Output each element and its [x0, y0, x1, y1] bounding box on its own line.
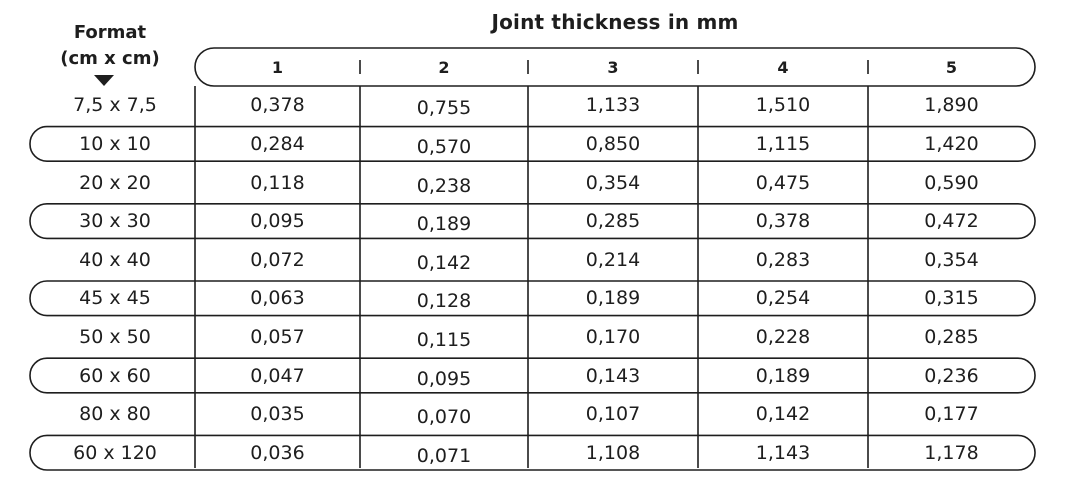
- table-cell: 0,590: [924, 171, 979, 194]
- table-cell: 1,890: [924, 94, 979, 117]
- format-cell: 45 x 45: [79, 287, 151, 310]
- table-cell: 1,143: [755, 441, 811, 464]
- table-cell: 0,228: [755, 325, 811, 348]
- table-cell: 0,475: [755, 171, 811, 194]
- table-cell: 0,170: [585, 325, 641, 348]
- table-cell: 0,238: [416, 174, 472, 197]
- table-cell: 0,850: [585, 132, 641, 155]
- table-cell: 0,142: [416, 251, 472, 274]
- table-cell: 0,570: [416, 135, 472, 158]
- table-cell: 0,189: [585, 287, 641, 310]
- table-cell: 0,284: [250, 132, 305, 155]
- table-cell: 0,315: [924, 287, 979, 310]
- format-cell: 60 x 120: [73, 441, 157, 464]
- table-cell: 0,177: [924, 403, 979, 426]
- column-header: 3: [607, 58, 619, 77]
- table-cell: 0,236: [924, 364, 979, 387]
- format-cell: 20 x 20: [79, 171, 151, 194]
- table-cell: 1,133: [585, 94, 641, 117]
- format-cell: 60 x 60: [79, 364, 151, 387]
- row-band: [29, 125, 1036, 162]
- column-header: 4: [777, 58, 789, 77]
- column-header: 1: [271, 58, 284, 77]
- down-arrow-icon: [94, 75, 114, 86]
- table-cell: 1,108: [585, 441, 641, 464]
- row-band: [29, 434, 1036, 471]
- table-cell: 0,115: [416, 328, 472, 351]
- table-cell: 0,214: [585, 248, 641, 271]
- table-cell: 0,072: [250, 248, 305, 271]
- table-cell: 0,755: [416, 97, 472, 120]
- format-cell: 80 x 80: [79, 403, 151, 426]
- table-cell: 0,142: [755, 403, 811, 426]
- table-cell: 0,118: [250, 171, 305, 194]
- table-cell: 0,071: [416, 444, 472, 467]
- table-cell: 0,128: [416, 290, 472, 313]
- format-cell: 50 x 50: [79, 325, 151, 348]
- format-cell: 30 x 30: [79, 210, 151, 233]
- grid-lines: [29, 47, 1036, 471]
- row-band: [29, 280, 1036, 317]
- table-cell: 0,354: [924, 248, 979, 271]
- table-cell: 0,189: [755, 364, 811, 387]
- format-column-label: Format (cm x cm): [60, 22, 160, 69]
- table-cell: 0,036: [250, 441, 305, 464]
- table-cell: 1,178: [924, 441, 979, 464]
- table-cell: 0,378: [250, 94, 305, 117]
- table-cell: 0,047: [250, 364, 305, 387]
- table-cell: 1,510: [755, 94, 811, 117]
- table-cell: 1,420: [924, 132, 979, 155]
- table-cell: 0,063: [250, 287, 305, 310]
- format-cell: 40 x 40: [79, 248, 151, 271]
- table-cell: 0,285: [585, 210, 641, 233]
- table-title: Joint thickness in mm: [491, 10, 739, 34]
- table-cell: 1,115: [755, 132, 811, 155]
- table-cell: 0,035: [250, 403, 305, 426]
- header-band: [194, 47, 1036, 87]
- table-cell: 0,189: [416, 213, 472, 236]
- table-cell: 0,107: [585, 403, 641, 426]
- table-cell: 0,095: [416, 367, 472, 390]
- table-cell: 0,354: [585, 171, 641, 194]
- row-band: [29, 357, 1036, 394]
- table-cell: 0,378: [755, 210, 811, 233]
- column-header: 2: [438, 58, 450, 77]
- table-cell: 0,254: [755, 287, 811, 310]
- table-cell: 0,095: [250, 210, 305, 233]
- table-cell: 0,285: [924, 325, 979, 348]
- format-cell: 10 x 10: [79, 132, 151, 155]
- table-cell: 0,057: [250, 325, 305, 348]
- row-band: [29, 203, 1036, 240]
- format-cell: 7,5 x 7,5: [73, 94, 157, 117]
- column-header: 5: [945, 58, 958, 77]
- table-cell: 0,143: [585, 364, 641, 387]
- table-cell: 0,283: [755, 248, 811, 271]
- table-cell: 0,472: [924, 210, 979, 233]
- table-cell: 0,070: [416, 406, 472, 429]
